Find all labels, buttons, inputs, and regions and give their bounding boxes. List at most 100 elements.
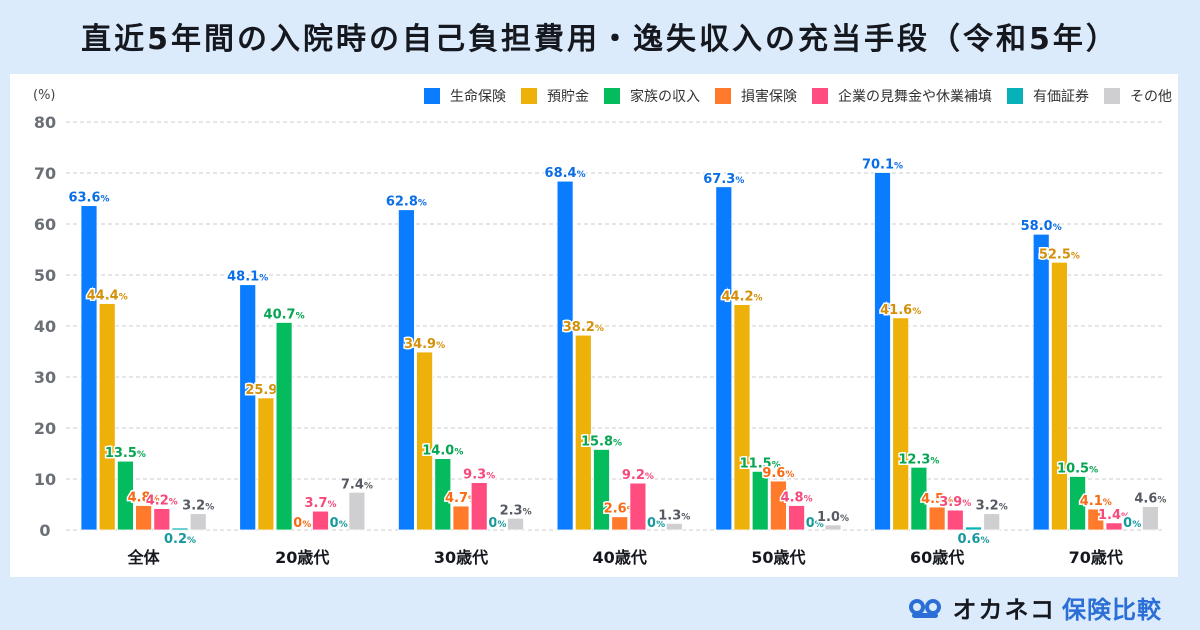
data-label: 62.8% bbox=[386, 195, 427, 210]
bar bbox=[397, 209, 415, 531]
bar bbox=[983, 513, 1001, 531]
y-tick-label: 40 bbox=[34, 317, 56, 336]
bar bbox=[770, 480, 787, 531]
bar bbox=[874, 172, 891, 531]
bar bbox=[788, 505, 805, 531]
legend-swatch bbox=[715, 88, 731, 104]
y-tick-label: 50 bbox=[34, 266, 56, 285]
data-label: 0% bbox=[293, 516, 311, 531]
bar bbox=[1105, 522, 1123, 531]
legend-swatch bbox=[812, 88, 828, 104]
y-tick-label: 60 bbox=[34, 215, 56, 234]
legend-label: 生命保険 bbox=[450, 89, 506, 105]
data-label: 0.6% bbox=[957, 532, 989, 547]
bar bbox=[928, 506, 946, 531]
bar bbox=[1142, 506, 1159, 531]
bar bbox=[1087, 508, 1105, 531]
data-label: 41.6% bbox=[880, 303, 921, 318]
bar bbox=[824, 524, 842, 531]
bar bbox=[965, 526, 982, 531]
data-label: 3.2% bbox=[976, 499, 1008, 514]
legend-swatch bbox=[1007, 88, 1023, 104]
x-tick-label: 70歳代 bbox=[1069, 548, 1123, 567]
data-label: 58.0% bbox=[1021, 219, 1062, 234]
bar bbox=[946, 509, 964, 531]
data-label: 4.8% bbox=[128, 491, 160, 506]
legend-item: 企業の見舞金や休業補填 bbox=[812, 86, 992, 106]
data-label: 7.4% bbox=[341, 477, 373, 492]
bar bbox=[733, 304, 751, 531]
legend-label: その他 bbox=[1130, 89, 1172, 105]
legend-swatch bbox=[1104, 88, 1120, 104]
bar bbox=[1051, 261, 1068, 531]
bar bbox=[507, 517, 525, 531]
data-label: 4.1% bbox=[1080, 494, 1112, 509]
bar bbox=[556, 180, 574, 531]
bar bbox=[348, 491, 366, 531]
bar bbox=[665, 522, 683, 531]
data-label: 9.6% bbox=[762, 466, 794, 481]
data-label: 12.3% bbox=[898, 452, 939, 467]
data-label: 3.9% bbox=[939, 495, 971, 510]
x-tick-label: 60歳代 bbox=[910, 548, 964, 567]
owl-eyes-icon bbox=[908, 597, 942, 619]
data-label: 63.6% bbox=[68, 191, 109, 206]
y-tick-label: 20 bbox=[34, 419, 56, 438]
bar bbox=[452, 505, 470, 531]
bar bbox=[239, 284, 257, 531]
legend: 生命保険 預貯金 家族の収入 損害保険 企業の見舞金や休業補填 有価証券 その他 bbox=[409, 86, 1172, 106]
legend-label: 損害保険 bbox=[741, 89, 797, 105]
bar bbox=[434, 458, 452, 531]
legend-swatch bbox=[521, 88, 537, 104]
data-label: 0.2% bbox=[164, 532, 196, 547]
data-label: 9.3% bbox=[463, 468, 495, 483]
data-label: 15.8% bbox=[581, 434, 622, 449]
data-label: 40.7% bbox=[264, 307, 305, 322]
data-label: 13.5% bbox=[105, 446, 146, 461]
bar bbox=[593, 449, 610, 531]
data-label: 0% bbox=[1123, 516, 1141, 531]
bar bbox=[257, 397, 275, 531]
y-tick-label: 70 bbox=[34, 164, 56, 183]
bar bbox=[153, 508, 171, 531]
data-label: 1.4% bbox=[1098, 508, 1130, 523]
bar bbox=[1032, 233, 1050, 531]
y-tick-label: 30 bbox=[34, 368, 56, 387]
y-axis-unit-label: (%) bbox=[33, 88, 56, 103]
data-label: 34.9% bbox=[404, 337, 445, 352]
data-label: 4.8% bbox=[781, 491, 813, 506]
x-tick-label: 50歳代 bbox=[751, 548, 805, 567]
data-label: 10.5% bbox=[1057, 461, 1098, 476]
data-label: 2.3% bbox=[500, 503, 532, 518]
data-label: 44.2% bbox=[721, 290, 762, 305]
bar bbox=[1069, 476, 1086, 531]
legend-label: 家族の収入 bbox=[630, 89, 700, 105]
x-tick-label: 20歳代 bbox=[275, 548, 329, 567]
logo-brand: オカネコ bbox=[952, 596, 1056, 624]
data-label: 4.5% bbox=[921, 492, 953, 507]
data-label: 1.3% bbox=[658, 508, 690, 523]
data-label: 0% bbox=[647, 516, 665, 531]
x-tick-label: 40歳代 bbox=[593, 548, 647, 567]
data-label: 68.4% bbox=[545, 166, 586, 181]
data-label: 11.5% bbox=[740, 456, 781, 471]
bar bbox=[611, 516, 629, 531]
bar bbox=[171, 527, 189, 531]
y-tick-label: 0 bbox=[39, 521, 50, 540]
logo-sub: 保険比較 bbox=[1062, 596, 1162, 624]
legend-item: 家族の収入 bbox=[604, 86, 700, 106]
data-label: 4.2% bbox=[146, 494, 178, 509]
bar bbox=[80, 205, 98, 531]
data-label: 14.0% bbox=[422, 444, 463, 459]
data-label: 67.3% bbox=[703, 172, 744, 187]
legend-item: その他 bbox=[1104, 86, 1172, 106]
bar bbox=[629, 482, 647, 531]
data-label: 0% bbox=[330, 516, 348, 531]
legend-swatch bbox=[424, 88, 440, 104]
y-tick-label: 10 bbox=[34, 470, 56, 489]
data-label: 9.2% bbox=[622, 468, 654, 483]
bar bbox=[910, 466, 928, 531]
legend-label: 有価証券 bbox=[1033, 89, 1089, 105]
bar bbox=[715, 186, 733, 531]
bar bbox=[98, 303, 116, 531]
